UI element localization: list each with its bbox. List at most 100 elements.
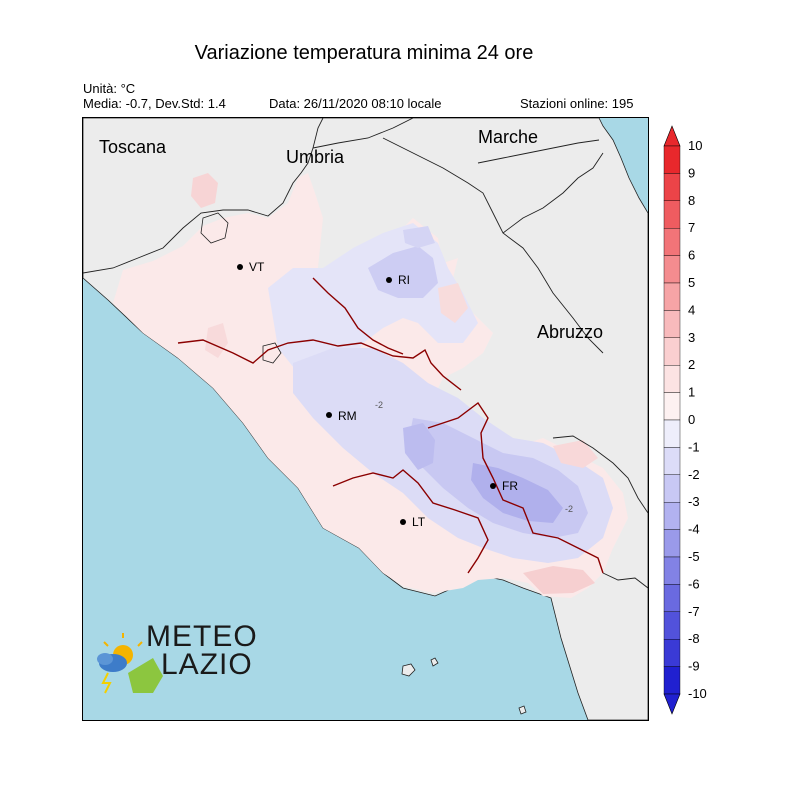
- city-label: RI: [398, 273, 410, 287]
- colorbar-swatch: [663, 310, 681, 338]
- city-rieti: RI: [386, 273, 410, 287]
- region-label-abruzzo: Abruzzo: [537, 322, 603, 342]
- colorbar-swatch: [663, 337, 681, 366]
- cool-core-monti: [403, 423, 435, 470]
- warm-spot-abruzzo: [438, 283, 468, 323]
- colorbar-tick-label: -7: [688, 604, 700, 619]
- logo-line-2: LAZIO: [161, 648, 253, 681]
- colorbar-tick-label: 8: [688, 193, 695, 208]
- contour-label: -2: [375, 400, 383, 410]
- lightning-icon: [101, 672, 112, 694]
- island-ventotene: [430, 657, 439, 667]
- colorbar-swatch: [663, 227, 681, 256]
- city-marker: [400, 519, 406, 525]
- map-panel: Toscana Umbria Marche Abruzzo VT RI RM F…: [82, 117, 649, 721]
- city-latina: LT: [400, 515, 426, 529]
- colorbar-tick-label: 7: [688, 220, 695, 235]
- colorbar-tick-label: 9: [688, 165, 695, 180]
- colorbar-swatch: [663, 255, 681, 284]
- colorbar-swatches: [663, 125, 681, 715]
- city-roma: RM: [326, 409, 357, 423]
- colorbar-swatch: [663, 419, 681, 448]
- colorbar-tick-label: -8: [688, 631, 700, 646]
- cool-area-rieti2: [403, 226, 435, 248]
- lazio-shape-icon: [128, 658, 163, 693]
- region-label-umbria: Umbria: [286, 147, 345, 167]
- city-marker: [490, 483, 496, 489]
- colorbar-tick-label: -4: [688, 522, 700, 537]
- warm-spot-coast: [205, 323, 228, 358]
- warm-spot-amiata: [191, 173, 218, 208]
- outer-border-north: [83, 118, 324, 274]
- colorbar-swatch: [663, 145, 681, 174]
- rieti-border: [312, 277, 404, 355]
- outer-border-southeast: [552, 435, 648, 589]
- lake-bracciano: [262, 342, 282, 364]
- contour-label: -2: [565, 504, 573, 514]
- city-label: FR: [502, 479, 518, 493]
- colorbar-max-arrow: [663, 125, 681, 147]
- city-marker: [237, 264, 243, 270]
- meteo-lazio-logo: METEO LAZIO: [97, 620, 258, 694]
- unit-label: Unità: °C: [83, 81, 136, 96]
- city-viterbo: VT: [237, 260, 265, 274]
- island-palmarola: [518, 705, 527, 715]
- logo-line-1: METEO: [146, 620, 258, 653]
- colorbar-tick-label: 5: [688, 275, 695, 290]
- colorbar-tick-label: 0: [688, 412, 695, 427]
- colorbar-swatch: [663, 392, 681, 421]
- colorbar-swatch: [663, 639, 681, 667]
- colorbar-swatch: [663, 474, 681, 503]
- city-label: RM: [338, 409, 357, 423]
- region-label-toscana: Toscana: [99, 137, 167, 157]
- colorbar-tick-label: -6: [688, 576, 700, 591]
- colorbar-swatch: [663, 556, 681, 585]
- colorbar-tick-label: 1: [688, 385, 695, 400]
- colorbar-swatch: [663, 611, 681, 640]
- region-label-marche: Marche: [478, 127, 538, 147]
- stats-label: Media: -0.7, Dev.Std: 1.4: [83, 96, 226, 111]
- colorbar-tick-label: -10: [688, 686, 707, 701]
- city-label: VT: [249, 260, 265, 274]
- city-label: LT: [412, 515, 426, 529]
- colorbar-tick-label: 10: [688, 138, 702, 153]
- colorbar-swatch: [663, 173, 681, 202]
- colorbar-tick-label: -3: [688, 494, 700, 509]
- sun-rays-icon: [103, 633, 143, 647]
- city-frosinone: FR: [490, 479, 518, 493]
- lazio-border: [177, 339, 462, 391]
- cool-core-frosinone: [471, 463, 563, 523]
- colorbar-swatch: [663, 364, 681, 393]
- colorbar-tick-label: 2: [688, 357, 695, 372]
- frosinone-border: [427, 401, 604, 574]
- colorbar-swatch: [663, 529, 681, 558]
- colorbar-tick-label: -5: [688, 549, 700, 564]
- lake-bolsena: [200, 212, 229, 244]
- colorbar-tick-label: 3: [688, 330, 695, 345]
- colorbar-swatch: [663, 584, 681, 612]
- warm-spot-east: [553, 440, 598, 468]
- colorbar-tick-label: 4: [688, 302, 695, 317]
- city-marker: [326, 412, 332, 418]
- colorbar-swatch: [663, 447, 681, 475]
- colorbar-swatch: [663, 200, 681, 229]
- colorbar-tick-label: -1: [688, 439, 700, 454]
- island-ponza: [401, 663, 416, 677]
- city-marker: [386, 277, 392, 283]
- latina-border: [332, 469, 489, 574]
- colorbar-min-arrow: [663, 693, 681, 715]
- cool-area-rieti: [368, 246, 438, 298]
- outer-border-east: [312, 118, 604, 354]
- colorbar-tick-label: -9: [688, 659, 700, 674]
- map-canvas: Toscana Umbria Marche Abruzzo VT RI RM F…: [83, 118, 648, 720]
- colorbar-tick-label: -2: [688, 467, 700, 482]
- date-label: Data: 26/11/2020 08:10 locale: [269, 96, 442, 111]
- colorbar-tick-label: 6: [688, 248, 695, 263]
- warm-spot-south: [523, 566, 595, 594]
- colorbar-swatch: [663, 502, 681, 530]
- stations-label: Stazioni online: 195: [520, 96, 634, 111]
- map-title: Variazione temperatura minima 24 ore: [194, 42, 534, 64]
- colorbar-swatch: [663, 282, 681, 311]
